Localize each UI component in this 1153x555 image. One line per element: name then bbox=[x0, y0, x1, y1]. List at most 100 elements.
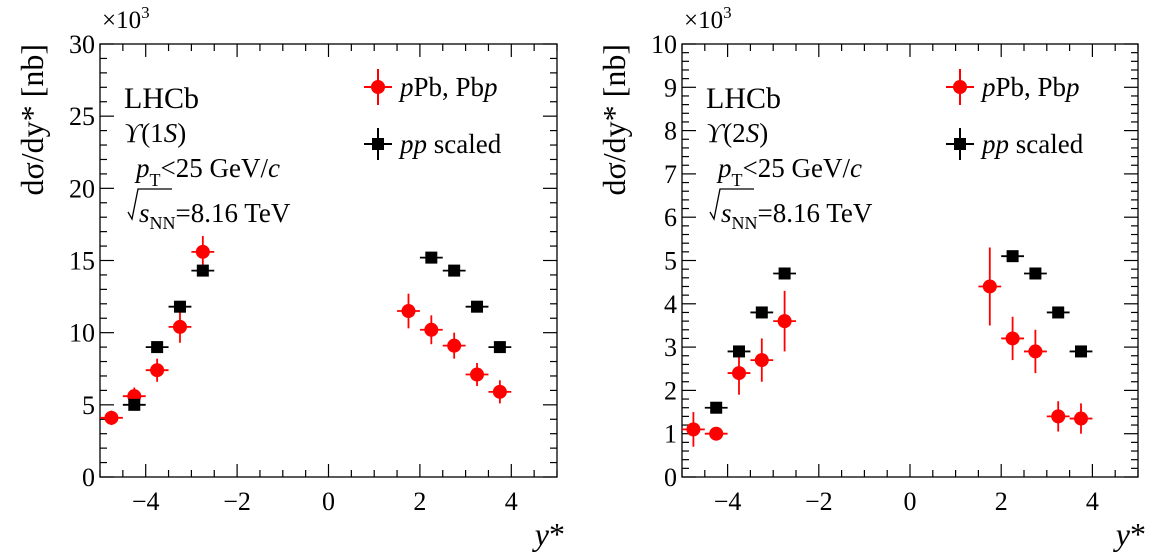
series-pp bbox=[122, 251, 512, 411]
annotation-state: ϒ(1S) bbox=[124, 118, 186, 148]
y-tick-label: 5 bbox=[82, 391, 95, 420]
data-point bbox=[196, 264, 209, 277]
legend-p: p bbox=[980, 72, 996, 102]
y-axis-title: dσ/dy* [nb] bbox=[596, 44, 632, 195]
sqrt-symbol bbox=[127, 188, 172, 221]
x-axis-title-y: y bbox=[1113, 516, 1131, 552]
legend-p2: p bbox=[1064, 72, 1080, 102]
data-point bbox=[492, 384, 507, 399]
legend-marker-circle bbox=[953, 80, 967, 94]
y-tick-label: 6 bbox=[664, 203, 677, 232]
y-axis-title: dσ/dy* [nb] bbox=[14, 44, 50, 195]
y-tick-label: 0 bbox=[82, 463, 95, 492]
data-point bbox=[493, 341, 506, 354]
legend-p2: p bbox=[482, 72, 498, 102]
energy-s: s bbox=[139, 198, 150, 228]
energy-value: =8.16 TeV bbox=[758, 198, 873, 228]
sqrt-symbol bbox=[709, 188, 754, 221]
pt-p: p bbox=[134, 153, 150, 183]
data-point bbox=[195, 244, 210, 259]
y-tick-label: 9 bbox=[664, 73, 677, 102]
x-axis-title-y: y bbox=[532, 516, 550, 552]
pt-value: <25 GeV/ bbox=[161, 153, 269, 183]
y-tick-label: 4 bbox=[664, 290, 677, 319]
data-point bbox=[778, 267, 791, 280]
legend-scaled: scaled bbox=[427, 129, 502, 159]
pt-c: c bbox=[268, 153, 280, 183]
energy-sub: NN bbox=[150, 213, 176, 233]
x-tick-label: 0 bbox=[904, 487, 917, 516]
legend-pp: pp bbox=[398, 129, 427, 159]
data-point bbox=[733, 345, 745, 358]
data-point bbox=[1052, 306, 1065, 319]
data-point bbox=[128, 398, 141, 411]
x-tick-label: 4 bbox=[505, 487, 518, 516]
annotation-pt-cut: pT<25 GeV/c bbox=[716, 153, 862, 190]
annotation-pt-cut: pT<25 GeV/c bbox=[134, 153, 280, 190]
data-point bbox=[710, 401, 723, 414]
legend-scaled: scaled bbox=[1009, 129, 1084, 159]
x-axis-title-star: * bbox=[549, 516, 565, 552]
data-point bbox=[150, 363, 165, 378]
x-tick-label: 2 bbox=[995, 487, 1008, 516]
x-tick-label: 2 bbox=[413, 487, 426, 516]
data-point bbox=[732, 366, 746, 381]
y-tick-label: 0 bbox=[664, 463, 677, 492]
legend-p: p bbox=[398, 72, 414, 102]
pt-c: c bbox=[850, 153, 862, 183]
data-point bbox=[424, 322, 439, 337]
legend-label-ppb: pPb, Pbp bbox=[398, 72, 498, 102]
pt-value: <25 GeV/ bbox=[743, 153, 851, 183]
legend-pp: pp bbox=[980, 129, 1009, 159]
annotation-energy: sNN=8.16 TeV bbox=[721, 198, 873, 233]
y-tick-label: 1 bbox=[664, 420, 677, 449]
legend-marker-square bbox=[954, 138, 966, 150]
series-ppb bbox=[682, 247, 1093, 447]
data-point bbox=[1006, 250, 1019, 263]
x-tick-label: 4 bbox=[1086, 487, 1099, 516]
state-close: ) bbox=[177, 118, 186, 148]
data-point bbox=[1051, 409, 1066, 424]
x-tick-label: −2 bbox=[223, 487, 251, 516]
y-tick-label: 30 bbox=[69, 30, 95, 59]
x-tick-label: 0 bbox=[322, 487, 335, 516]
pt-sub: T bbox=[150, 170, 161, 190]
energy-s: s bbox=[721, 198, 732, 228]
data-point bbox=[173, 300, 186, 313]
data-point bbox=[1005, 331, 1020, 346]
data-point bbox=[709, 426, 724, 441]
exponent-base: ×10 bbox=[102, 7, 141, 34]
data-point bbox=[754, 353, 769, 368]
exponent-base: ×10 bbox=[684, 7, 723, 34]
data-point bbox=[425, 251, 438, 264]
data-point bbox=[448, 264, 461, 277]
y-tick-label: 5 bbox=[664, 247, 677, 276]
series-pp bbox=[704, 250, 1093, 414]
y-tick-label: 20 bbox=[69, 174, 95, 203]
x-axis-title: y* bbox=[532, 516, 565, 552]
data-point bbox=[470, 367, 485, 382]
state-open: (2 bbox=[723, 118, 746, 148]
data-point bbox=[1074, 411, 1088, 426]
series-ppb bbox=[100, 235, 512, 426]
y-tick-label: 10 bbox=[69, 319, 95, 348]
energy-value: =8.16 TeV bbox=[176, 198, 291, 228]
x-axis-title-star: * bbox=[1130, 516, 1146, 552]
exponent-power: 3 bbox=[723, 3, 732, 22]
y-tick-label: 10 bbox=[651, 30, 677, 59]
legend-pb: Pb, Pb bbox=[414, 72, 485, 102]
annotation-energy: sNN=8.16 TeV bbox=[139, 198, 291, 233]
y-tick-label: 2 bbox=[664, 376, 677, 405]
y-tick-label: 7 bbox=[664, 160, 677, 189]
y-exponent-label: ×103 bbox=[684, 3, 732, 34]
legend-marker-circle bbox=[371, 80, 385, 94]
y-exponent-label: ×103 bbox=[102, 3, 150, 34]
data-point bbox=[777, 314, 792, 329]
pt-sub: T bbox=[732, 170, 743, 190]
x-axis-title: y* bbox=[1113, 516, 1146, 552]
x-tick-label: −2 bbox=[805, 487, 833, 516]
energy-sub: NN bbox=[732, 213, 758, 233]
data-point bbox=[447, 338, 462, 353]
